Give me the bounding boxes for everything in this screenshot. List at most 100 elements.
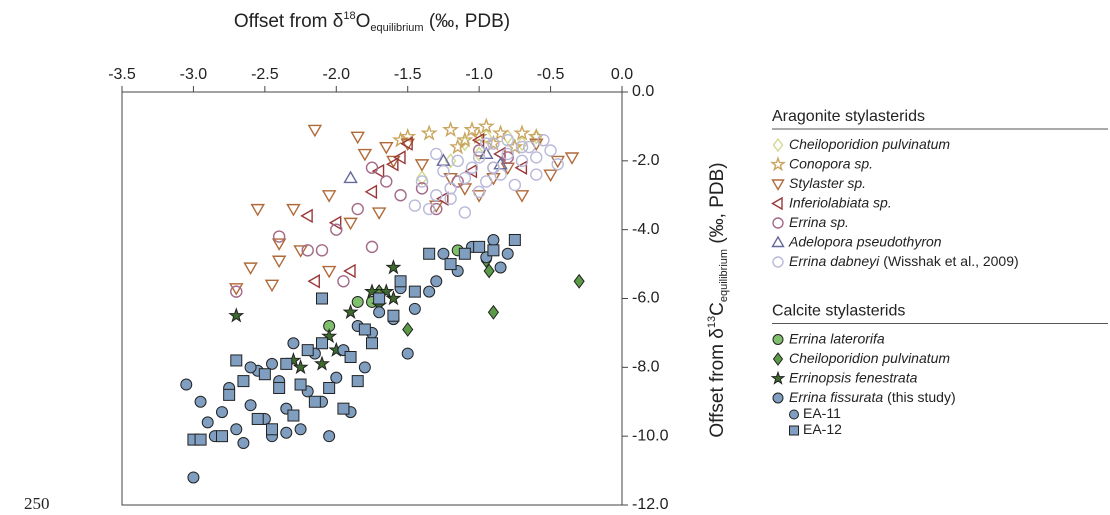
legend-marker (770, 156, 786, 172)
point (487, 161, 500, 174)
point (435, 191, 449, 206)
point (442, 120, 460, 138)
point (315, 244, 329, 257)
point (423, 285, 436, 298)
point (480, 137, 493, 150)
point (401, 347, 414, 360)
legend-marker (789, 425, 799, 436)
point (393, 150, 406, 165)
point (491, 124, 510, 141)
point (430, 189, 443, 202)
y-axis-label-sub: equilibrium (718, 249, 730, 302)
legend-name: Conopora sp. (789, 155, 873, 171)
point (483, 263, 495, 279)
point (415, 175, 429, 188)
point (344, 351, 357, 364)
point (473, 240, 486, 253)
point (408, 285, 421, 298)
point (280, 357, 293, 370)
point (323, 430, 336, 443)
legend-marker (772, 334, 784, 345)
point (378, 283, 395, 299)
point (543, 169, 558, 183)
point (351, 202, 364, 216)
point (530, 168, 543, 181)
point (358, 323, 371, 336)
point (350, 131, 365, 145)
point (386, 155, 401, 169)
point (480, 175, 493, 188)
point (307, 124, 323, 138)
point (321, 190, 337, 203)
point (351, 375, 364, 388)
point (230, 285, 243, 298)
point (316, 292, 328, 305)
point (271, 238, 287, 251)
point (229, 283, 244, 296)
legend-marker (772, 392, 784, 404)
point (430, 275, 443, 288)
legend-label: Errina fissurata (this study) (789, 389, 956, 405)
point (343, 217, 358, 231)
point (343, 263, 356, 279)
point (287, 337, 300, 350)
point (551, 158, 564, 171)
legend-title: Aragonite stylasterids (772, 108, 925, 125)
point (537, 133, 550, 147)
point (487, 137, 500, 150)
y-tick-label: -2.0 (632, 152, 660, 169)
legend-marker (771, 196, 783, 211)
point (194, 433, 207, 446)
y-tick-label: -4.0 (632, 221, 660, 238)
point (364, 283, 380, 299)
legend-label: Cheiloporidion pulvinatum (789, 350, 950, 366)
point (385, 157, 399, 172)
x-tick-label: -1.0 (465, 66, 493, 83)
page-number: 250 (24, 494, 50, 513)
point (501, 147, 514, 161)
point (228, 307, 245, 323)
y-axis-label: Offset from δ13Cequilibrium (‰, PDB) (706, 162, 730, 437)
x-tick-label: -2.5 (251, 66, 279, 83)
point (465, 161, 479, 174)
y-tick-label: -8.0 (632, 359, 660, 376)
point (463, 120, 481, 138)
point (379, 141, 394, 155)
point (414, 159, 430, 172)
point (522, 140, 536, 154)
point (194, 395, 207, 408)
x-tick-label: -2.0 (322, 66, 350, 83)
point (394, 189, 407, 202)
point (449, 138, 467, 155)
point (373, 306, 386, 319)
point (458, 247, 471, 260)
point (391, 131, 410, 148)
point (216, 430, 228, 443)
legend-marker (772, 137, 784, 153)
point (316, 337, 328, 350)
x-tick-label: -3.0 (180, 66, 208, 83)
x-tick-label: -1.5 (394, 66, 422, 83)
point (573, 273, 585, 289)
point (387, 309, 400, 322)
legend-marker (772, 256, 784, 268)
point (451, 154, 464, 168)
point (292, 358, 309, 375)
point (244, 399, 257, 412)
point (266, 357, 278, 370)
point (416, 170, 428, 186)
point (456, 131, 474, 148)
point (494, 168, 507, 181)
legend-marker (771, 235, 785, 248)
point (501, 133, 514, 147)
point (513, 124, 531, 141)
point (516, 135, 528, 152)
x-tick-label: -3.5 (108, 66, 136, 83)
legend-marker (772, 217, 784, 229)
point (472, 151, 486, 164)
point (415, 182, 429, 195)
x-axis-label-base: O (356, 11, 371, 32)
point (471, 132, 485, 148)
x-axis-label-sup: 18 (343, 10, 355, 22)
point (271, 255, 287, 269)
